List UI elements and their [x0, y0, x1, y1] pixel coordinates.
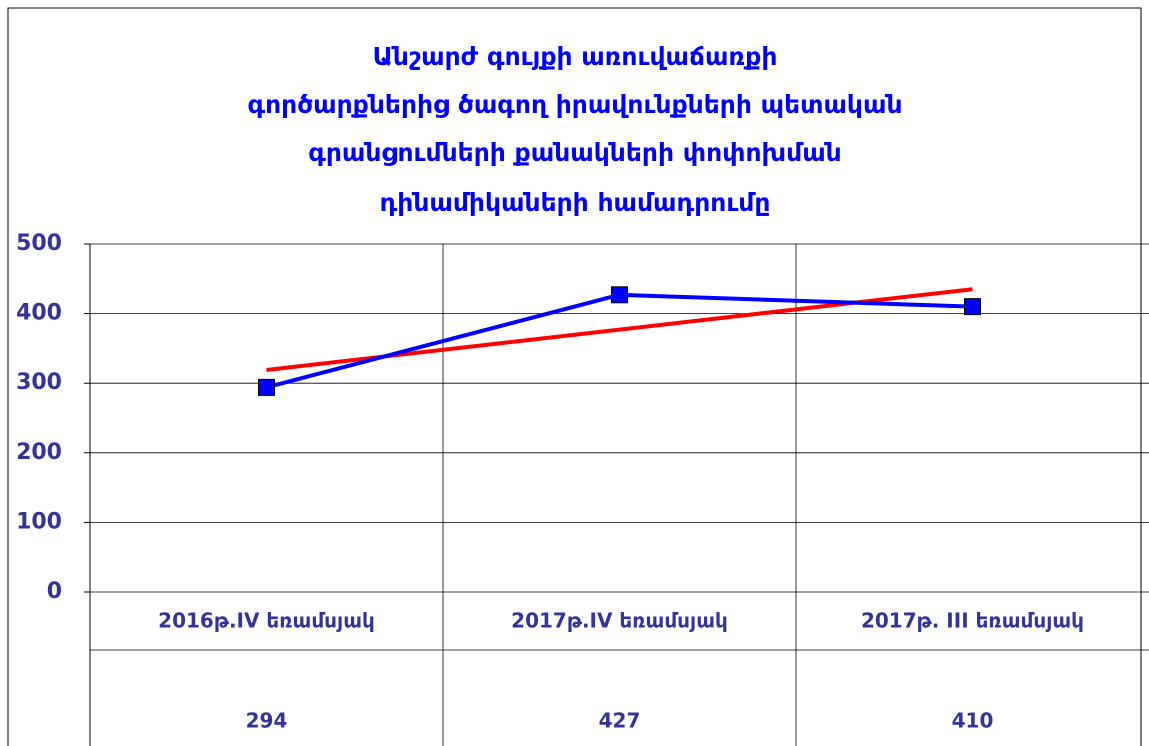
table-value: 427	[599, 709, 641, 733]
chart-title: գործարքներից ծագող իրավունքների պետական	[247, 90, 902, 119]
chart-title: Անշարժ գույքի առուվաճառքի	[373, 42, 778, 71]
marker	[964, 298, 981, 316]
x-tick-label: 2017թ.IV եռամսյակ	[511, 609, 728, 633]
y-tick-label: 100	[16, 509, 62, 534]
x-tick-label: 2017թ. III եռամսյակ	[861, 609, 1084, 633]
y-tick-label: 300	[16, 370, 62, 395]
chart-border	[7, 7, 1142, 746]
table-value: 294	[246, 709, 288, 733]
x-tick-label: 2016թ.IV եռամսյակ	[158, 609, 375, 633]
marker	[611, 286, 628, 304]
line	[265, 292, 973, 390]
y-tick-label: 200	[16, 440, 62, 465]
y-tick-label: 500	[16, 231, 62, 256]
marker	[258, 378, 275, 396]
chart-title: դինամիկաների համադրումը	[380, 188, 771, 217]
y-tick-label: 0	[47, 579, 62, 604]
y-tick-label: 400	[16, 301, 62, 326]
table-value: 410	[952, 709, 994, 733]
chart-title: գրանցումների քանակների փոփոխման	[308, 138, 842, 167]
